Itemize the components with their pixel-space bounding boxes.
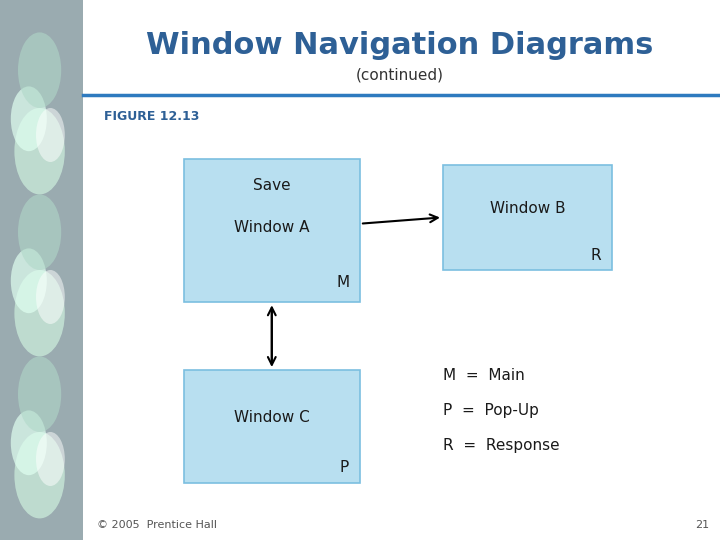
Bar (184, 370, 360, 483)
Ellipse shape (11, 86, 47, 151)
Text: P: P (340, 460, 349, 475)
Text: P  =  Pop-Up: P = Pop-Up (443, 403, 539, 418)
Ellipse shape (11, 248, 47, 313)
Text: R  =  Response: R = Response (443, 438, 559, 453)
Ellipse shape (11, 410, 47, 475)
Ellipse shape (36, 108, 65, 162)
Text: 21: 21 (695, 520, 709, 530)
Bar (443, 165, 612, 270)
Text: Window Navigation Diagrams: Window Navigation Diagrams (146, 31, 653, 60)
Text: FIGURE 12.13: FIGURE 12.13 (104, 110, 199, 123)
Ellipse shape (18, 32, 61, 108)
Text: © 2005  Prentice Hall: © 2005 Prentice Hall (97, 520, 217, 530)
Text: M  =  Main: M = Main (443, 368, 525, 383)
Text: M: M (336, 275, 349, 290)
Bar (0, 0, 83, 540)
Ellipse shape (18, 194, 61, 270)
Text: Window A: Window A (234, 220, 310, 235)
Ellipse shape (18, 356, 61, 432)
Text: (continued): (continued) (356, 67, 444, 82)
Ellipse shape (14, 432, 65, 518)
Text: R: R (590, 248, 601, 263)
Text: Window C: Window C (234, 410, 310, 425)
Bar (184, 159, 360, 302)
Ellipse shape (14, 108, 65, 194)
Text: Window B: Window B (490, 201, 565, 217)
Ellipse shape (36, 270, 65, 324)
Ellipse shape (14, 270, 65, 356)
Text: Save: Save (253, 178, 291, 193)
Ellipse shape (36, 432, 65, 486)
